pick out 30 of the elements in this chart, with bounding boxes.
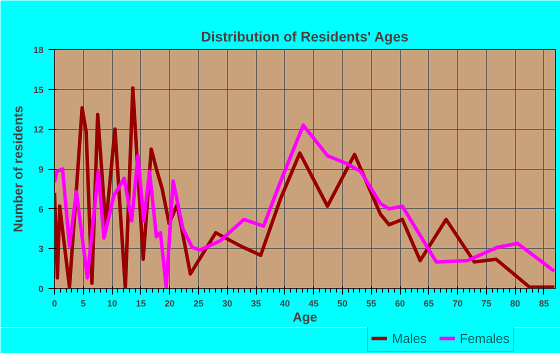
x-tick-label: 45	[308, 298, 319, 308]
x-tick-label: 65	[424, 298, 434, 308]
x-tick-label: 85	[538, 298, 549, 308]
y-tick-label: 18	[33, 45, 44, 55]
x-tick-label: 30	[222, 298, 232, 308]
x-tick-label: 5	[80, 298, 86, 308]
x-tick-label: 60	[395, 298, 406, 308]
x-tick-label: 70	[452, 298, 463, 308]
y-tick-label: 6	[38, 204, 44, 214]
x-tick-label: 75	[481, 298, 492, 308]
y-tick-label: 9	[38, 164, 44, 174]
x-axis-title: Age	[292, 310, 318, 324]
x-tick-label: 10	[107, 298, 118, 308]
x-tick-label: 50	[337, 298, 348, 308]
legend-label: Females	[460, 330, 510, 346]
y-tick-label: 12	[33, 124, 44, 135]
y-tick-label: 15	[33, 84, 44, 95]
y-tick-label: 0	[38, 284, 44, 294]
x-tick-label: 25	[193, 298, 204, 308]
x-tick-label: 40	[280, 298, 290, 308]
chart-title: Distribution of Residents' Ages	[201, 28, 409, 44]
y-axis-title: Number of residents	[10, 106, 26, 232]
x-tick-label: 20	[164, 298, 175, 308]
legend-label: Males	[392, 330, 427, 346]
x-tick-label: 55	[366, 298, 376, 308]
x-tick-label: 80	[510, 298, 520, 308]
y-tick-label: 3	[38, 244, 44, 254]
x-tick-label: 0	[52, 298, 58, 308]
x-tick-label: 15	[136, 298, 146, 308]
x-tick-label: 35	[251, 298, 262, 308]
